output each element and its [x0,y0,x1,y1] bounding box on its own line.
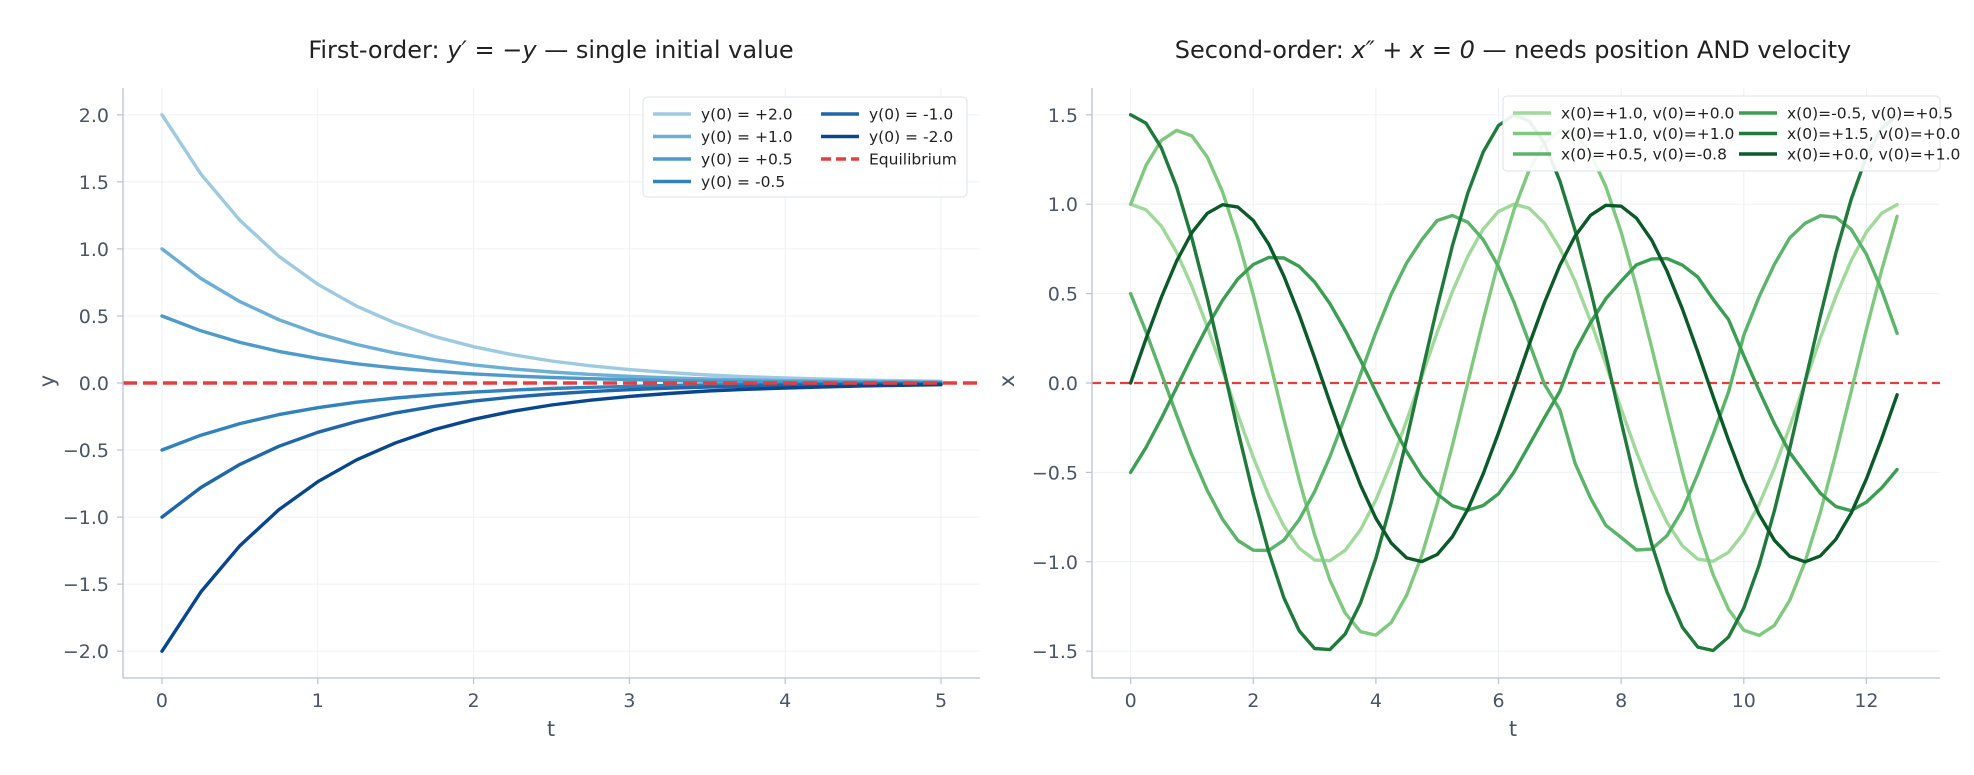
y-tick-label: 2.0 [79,105,109,127]
legend-label: y(0) = +1.0 [701,128,793,146]
series-line [1128,202,1899,563]
x-tick-label: 6 [1492,690,1504,712]
series-lines [123,113,980,653]
series-line [1128,213,1899,553]
chart-title: First-order: y′ = −y — single initial va… [308,36,793,64]
x-axis-label: t [547,717,555,741]
legend-box [1502,95,1941,172]
x-tick-label: 12 [1854,690,1878,712]
y-tick-label: −1.5 [63,574,109,596]
x-tick-label: 0 [1125,690,1137,712]
series-line [1128,202,1899,564]
legend-label: x(0)=+1.0, v(0)=+0.0 [1561,105,1734,123]
y-axis-label: x [995,375,1019,387]
legend-label: x(0)=+1.5, v(0)=+0.0 [1787,125,1960,143]
legend-label: x(0)=+0.5, v(0)=-0.8 [1561,146,1727,164]
legend-label: y(0) = -2.0 [869,128,953,146]
series-line [160,382,943,519]
chart-title: Second-order: x″ + x = 0 — needs positio… [1175,36,1851,64]
y-tick-label: 0.5 [1048,284,1078,306]
legend: x(0)=+1.0, v(0)=+0.0 x(0)=+1.0, v(0)=+1.0… [1502,95,1960,172]
first-order-chart: First-order: y′ = −y — single initial va… [35,36,980,741]
x-tick-label: 3 [623,690,635,712]
x-tick-label: 5 [935,690,947,712]
x-tick-label: 4 [1370,690,1382,712]
legend-label: y(0) = +2.0 [701,106,793,124]
y-tick-label: −0.5 [1032,462,1078,484]
legend-label: x(0)=+0.0, v(0)=+1.0 [1787,146,1960,164]
legend-label: y(0) = -0.5 [701,173,785,191]
x-tick-label: 1 [312,690,324,712]
series-lines [1128,113,1899,653]
y-tick-label: 1.0 [1048,194,1078,216]
series-line [160,383,943,653]
y-tick-label: −1.0 [1032,552,1078,574]
legend: y(0) = +2.0 y(0) = +1.0 y(0) = +0.5 y(0) = … [642,96,968,198]
series-line [1128,255,1899,513]
legend-label: x(0)=+1.0, v(0)=+1.0 [1561,125,1734,143]
series-line [160,113,943,383]
x-tick-label: 0 [156,690,168,712]
legend-box [642,96,968,198]
x-tick-label: 10 [1732,690,1756,712]
y-tick-label: 1.0 [79,239,109,261]
x-tick-label: 4 [779,690,791,712]
x-tick-label: 2 [1247,690,1259,712]
y-tick-label: 0.0 [79,373,109,395]
x-tick-label: 8 [1615,690,1627,712]
y-tick-label: −0.5 [63,440,109,462]
y-tick-label: 0.5 [79,306,109,328]
series-line [1128,128,1899,638]
tick-labels: 0 1 2 3 4 5 2.0 1.5 1.0 0.5 0.0 −0.5 −1.0 −1.5 −2.0 [63,105,947,712]
legend-label: y(0) = -1.0 [869,106,953,124]
y-tick-label: 0.0 [1048,373,1078,395]
y-tick-label: −1.0 [63,507,109,529]
y-tick-label: 1.5 [79,172,109,194]
y-tick-label: 1.5 [1048,105,1078,127]
legend-label: y(0) = +0.5 [701,151,793,169]
tick-labels: 0 2 4 6 8 10 12 1.5 1.0 0.5 0.0 −0.5 −1.0 −1.5 [1032,105,1879,712]
y-tick-label: −2.0 [63,641,109,663]
x-tick-label: 2 [468,690,480,712]
legend-label: Equilibrium [869,151,957,169]
y-axis-label: y [35,375,59,387]
second-order-chart: Second-order: x″ + x = 0 — needs positio… [995,36,1960,741]
y-tick-label: −1.5 [1032,641,1078,663]
x-axis-label: t [1509,717,1517,741]
legend-label: x(0)=-0.5, v(0)=+0.5 [1787,105,1953,123]
